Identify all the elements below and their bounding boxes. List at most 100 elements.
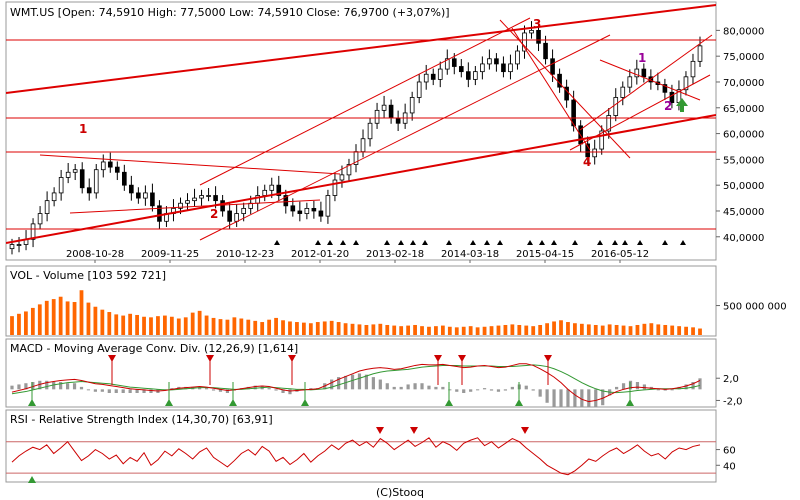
rsi-line	[11, 437, 701, 476]
volume-bar	[58, 296, 63, 335]
volume-bar	[635, 324, 640, 335]
volume-bar	[406, 325, 411, 335]
buy-signal-icon	[301, 399, 309, 406]
candle-body	[79, 169, 85, 189]
macd-histogram-bar	[399, 386, 403, 390]
candle-body	[501, 63, 506, 73]
volume-bar	[454, 327, 459, 335]
volume-bar	[538, 324, 543, 335]
macd-histogram-bar	[45, 380, 49, 390]
candle-body	[437, 68, 443, 80]
volume-bar	[86, 302, 91, 335]
signal-triangle-icon	[353, 240, 359, 245]
sell-signal-icon	[544, 355, 552, 362]
signal-triangle-icon	[398, 240, 404, 245]
candle-body	[395, 117, 401, 124]
volume-bar	[142, 316, 146, 335]
macd-histogram-bar	[462, 389, 466, 393]
y-tick-label: 60,0000	[723, 130, 764, 141]
candle-body	[346, 164, 352, 176]
volume-bar	[489, 326, 494, 335]
candle-body	[536, 29, 541, 44]
candle-body	[227, 210, 232, 222]
macd-histogram-bar	[476, 389, 480, 391]
signal-triangle-icon	[572, 240, 578, 245]
volume-bar	[156, 316, 160, 335]
macd-histogram-bar	[128, 389, 132, 393]
trendline	[511, 27, 591, 151]
candle-body	[9, 244, 15, 250]
y-tick-label: 55,0000	[723, 155, 764, 166]
trendline	[199, 34, 611, 241]
macd-histogram-bar	[107, 389, 111, 393]
candle-body	[697, 45, 703, 62]
macd-histogram-bar	[684, 384, 688, 390]
trendline	[39, 154, 341, 175]
candle-body	[318, 210, 324, 217]
macd-histogram-bar	[253, 385, 257, 390]
macd-histogram-bar	[371, 377, 375, 390]
macd-histogram-bar	[52, 382, 56, 390]
volume-bar	[281, 320, 285, 335]
macd-histogram-bar	[86, 389, 91, 391]
candle-body	[58, 177, 64, 194]
macd-histogram-bar	[93, 389, 97, 392]
candle-body	[508, 63, 513, 73]
volume-bar	[593, 324, 598, 335]
candle-body	[51, 192, 57, 202]
volume-bar	[253, 320, 258, 335]
signal-triangle-icon	[612, 240, 618, 245]
volume-bar	[322, 321, 327, 335]
volume-bar	[628, 326, 633, 335]
macd-histogram-bar	[288, 389, 292, 395]
trendline	[199, 17, 531, 186]
signal-triangle-icon	[422, 240, 428, 245]
volume-bar	[691, 327, 695, 335]
volume-bar	[420, 326, 424, 335]
volume-bar	[378, 323, 383, 335]
volume-bar	[461, 326, 466, 335]
volume-bar	[128, 313, 133, 335]
signal-triangle-icon	[327, 240, 333, 245]
y-tick-label: 80,0000	[723, 26, 764, 37]
signal-triangle-icon	[315, 240, 321, 245]
volume-bar	[385, 324, 390, 335]
macd-histogram-bar	[309, 388, 313, 390]
macd-histogram-bar	[552, 389, 556, 407]
volume-bars	[10, 290, 702, 335]
x-tick-label: 2010-12-23	[216, 249, 274, 260]
trendline	[6, 4, 716, 94]
macd-histogram-bar	[601, 389, 605, 406]
volume-bar	[607, 324, 612, 335]
candle-body	[178, 202, 183, 209]
candle-body	[620, 86, 626, 98]
macd-histogram-bar	[642, 384, 647, 390]
candle-body	[114, 166, 120, 173]
signal-triangle-icon	[497, 240, 503, 245]
y-tick-label: 65,0000	[723, 104, 764, 115]
volume-bar	[100, 309, 105, 335]
macd-histogram-bar	[538, 389, 542, 397]
candle-body	[451, 58, 457, 67]
date-axis: 2008-10-28 2009-11-25 2010-12-23 2012-01-20…	[66, 240, 686, 263]
macd-histogram-bar	[663, 389, 667, 391]
candle-body	[360, 138, 366, 153]
volume-bar	[197, 310, 202, 335]
trendline	[579, 34, 713, 131]
candle-body	[473, 71, 478, 80]
volume-bar	[274, 317, 278, 335]
macd-histogram-bar	[573, 389, 577, 407]
signal-triangle-icon	[680, 240, 686, 245]
signal-triangle-icon	[384, 240, 390, 245]
candle-body	[129, 184, 134, 194]
macd-histogram-bar	[135, 389, 139, 393]
volume-bar	[10, 316, 14, 335]
candle-body	[72, 169, 78, 173]
macd-histogram-bar	[38, 380, 42, 390]
macd-histogram-bar	[149, 389, 153, 393]
macd-histogram-bar	[337, 377, 341, 390]
macd-histogram-bar	[79, 386, 84, 390]
candle-body	[241, 207, 246, 214]
signal-triangle-icon	[446, 240, 452, 245]
